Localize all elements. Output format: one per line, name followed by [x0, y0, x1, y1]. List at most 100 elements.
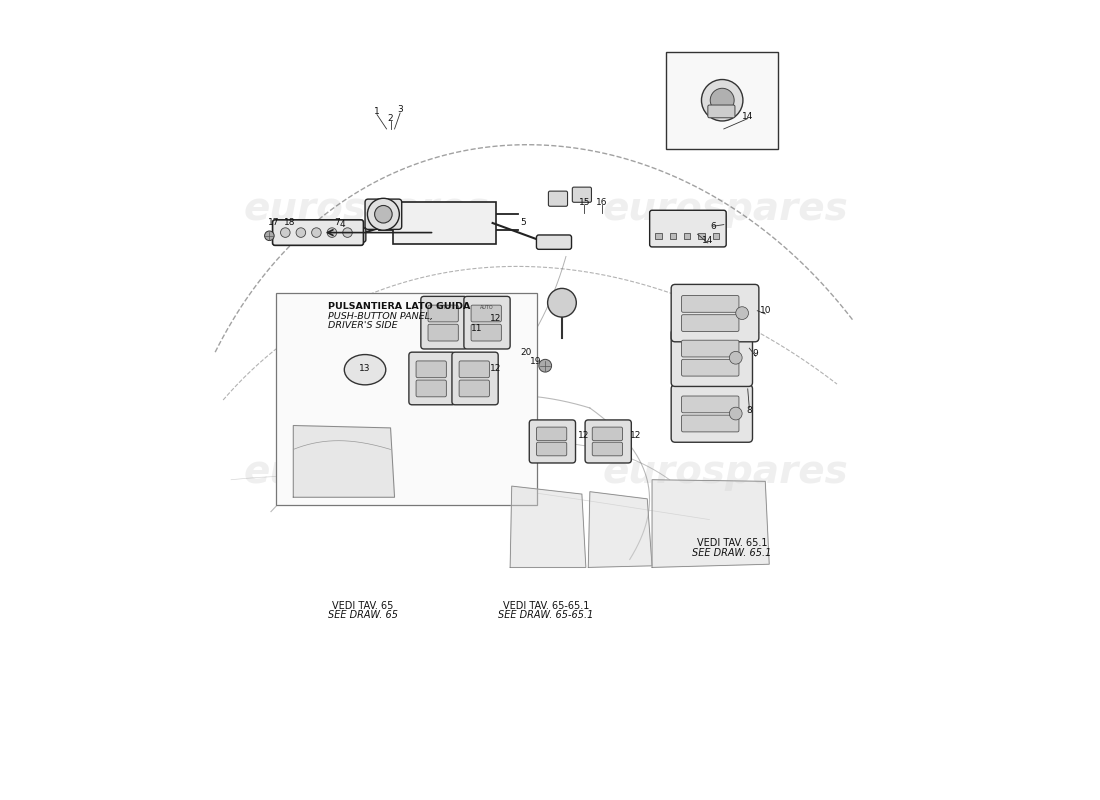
Text: 8: 8	[747, 406, 752, 415]
Text: DRIVER'S SIDE: DRIVER'S SIDE	[329, 322, 398, 330]
Circle shape	[729, 351, 743, 364]
FancyBboxPatch shape	[585, 420, 631, 463]
FancyBboxPatch shape	[459, 361, 490, 378]
Text: SEE DRAW. 65.1: SEE DRAW. 65.1	[692, 548, 771, 558]
Circle shape	[375, 206, 392, 223]
FancyBboxPatch shape	[592, 442, 623, 456]
FancyBboxPatch shape	[464, 296, 510, 349]
FancyBboxPatch shape	[708, 105, 735, 118]
Ellipse shape	[344, 354, 386, 385]
Circle shape	[265, 231, 274, 241]
Text: VEDI TAV. 65.1: VEDI TAV. 65.1	[696, 538, 767, 549]
FancyBboxPatch shape	[537, 442, 566, 456]
Text: 4: 4	[340, 220, 345, 229]
FancyBboxPatch shape	[682, 359, 739, 376]
Text: AUTO: AUTO	[481, 305, 494, 310]
Text: 20: 20	[520, 348, 531, 357]
FancyBboxPatch shape	[416, 361, 447, 378]
FancyBboxPatch shape	[682, 396, 739, 413]
FancyBboxPatch shape	[671, 385, 752, 442]
Text: 12: 12	[630, 431, 641, 440]
FancyBboxPatch shape	[682, 295, 739, 312]
Polygon shape	[588, 492, 652, 567]
FancyBboxPatch shape	[471, 305, 502, 322]
FancyBboxPatch shape	[682, 314, 739, 331]
FancyBboxPatch shape	[666, 53, 778, 149]
Polygon shape	[652, 480, 769, 567]
Text: 13: 13	[360, 364, 371, 373]
Text: PUSH-BUTTON PANEL,: PUSH-BUTTON PANEL,	[329, 312, 433, 321]
FancyBboxPatch shape	[682, 415, 739, 432]
Circle shape	[296, 228, 306, 238]
Text: eurospares: eurospares	[244, 453, 490, 490]
Circle shape	[367, 198, 399, 230]
FancyBboxPatch shape	[273, 220, 363, 246]
FancyBboxPatch shape	[276, 293, 537, 506]
Text: SEE DRAW. 65: SEE DRAW. 65	[328, 610, 398, 620]
Text: 3: 3	[397, 106, 403, 114]
Text: VEDI TAV. 65-65.1: VEDI TAV. 65-65.1	[503, 601, 590, 610]
FancyBboxPatch shape	[365, 199, 402, 230]
FancyBboxPatch shape	[452, 352, 498, 405]
Circle shape	[729, 407, 743, 420]
Text: VEDI TAV. 65: VEDI TAV. 65	[332, 601, 394, 610]
FancyBboxPatch shape	[537, 235, 572, 250]
FancyBboxPatch shape	[572, 187, 592, 202]
Bar	[656, 233, 661, 239]
Text: 9: 9	[752, 350, 759, 358]
Text: eurospares: eurospares	[603, 453, 848, 490]
Text: 2: 2	[387, 114, 394, 123]
FancyBboxPatch shape	[682, 340, 739, 357]
Circle shape	[327, 228, 337, 238]
FancyBboxPatch shape	[421, 296, 468, 349]
Text: 11: 11	[471, 324, 483, 333]
Text: 1: 1	[374, 107, 379, 116]
FancyBboxPatch shape	[537, 427, 566, 441]
Text: 7: 7	[334, 218, 340, 226]
Text: eurospares: eurospares	[244, 190, 490, 228]
Circle shape	[311, 228, 321, 238]
Text: 19: 19	[530, 358, 541, 366]
Text: 5: 5	[520, 218, 526, 226]
Bar	[713, 233, 719, 239]
FancyBboxPatch shape	[459, 380, 490, 397]
Text: 16: 16	[596, 198, 607, 206]
Circle shape	[736, 306, 748, 319]
FancyBboxPatch shape	[409, 352, 455, 405]
Text: eurospares: eurospares	[603, 190, 848, 228]
FancyBboxPatch shape	[331, 228, 366, 242]
Text: 15: 15	[579, 198, 590, 206]
Text: SEE DRAW. 65-65.1: SEE DRAW. 65-65.1	[498, 610, 594, 620]
Bar	[698, 233, 705, 239]
Text: 12: 12	[578, 431, 590, 440]
Text: 12: 12	[491, 314, 502, 323]
Text: 18: 18	[285, 218, 296, 226]
FancyBboxPatch shape	[428, 305, 459, 322]
FancyBboxPatch shape	[393, 202, 496, 244]
Circle shape	[711, 88, 734, 112]
Text: 10: 10	[759, 306, 771, 315]
Bar	[670, 233, 676, 239]
Polygon shape	[510, 486, 586, 567]
Circle shape	[280, 228, 290, 238]
Circle shape	[548, 288, 576, 317]
Text: 12: 12	[491, 364, 502, 373]
Text: 14: 14	[702, 236, 714, 245]
FancyBboxPatch shape	[671, 329, 752, 386]
FancyBboxPatch shape	[428, 324, 459, 341]
Text: 17: 17	[267, 218, 279, 226]
Polygon shape	[294, 426, 395, 498]
FancyBboxPatch shape	[549, 191, 568, 206]
FancyBboxPatch shape	[529, 420, 575, 463]
Text: PULSANTIERA LATO GUIDA: PULSANTIERA LATO GUIDA	[329, 302, 471, 311]
Bar	[684, 233, 691, 239]
FancyBboxPatch shape	[416, 380, 447, 397]
Circle shape	[343, 228, 352, 238]
Text: AUTO: AUTO	[437, 305, 451, 310]
FancyBboxPatch shape	[671, 285, 759, 342]
Circle shape	[539, 359, 551, 372]
FancyBboxPatch shape	[650, 210, 726, 247]
Text: 6: 6	[711, 222, 716, 230]
FancyBboxPatch shape	[592, 427, 623, 441]
Circle shape	[702, 79, 743, 121]
